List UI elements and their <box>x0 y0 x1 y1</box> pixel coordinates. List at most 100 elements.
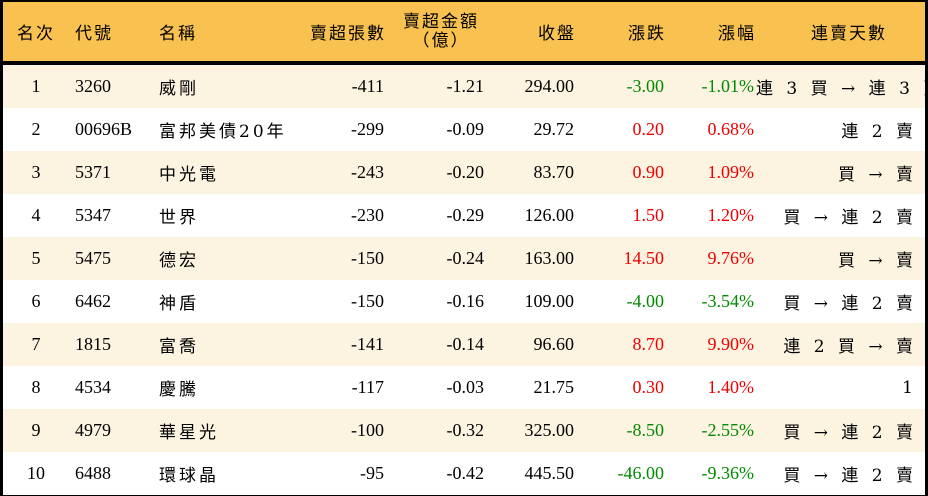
table-row[interactable]: 5 5475 德宏 -150 -0.24 163.00 14.50 9.76% … <box>3 237 925 280</box>
header-close[interactable]: 收盤 <box>538 24 576 44</box>
table-body: 1 3260 威剛 -411 -1.21 294.00 -3.00 -1.01%… <box>3 65 928 495</box>
rank-cell: 5 <box>31 248 41 268</box>
rank-cell: 6 <box>31 291 41 311</box>
change-pct-cell: -2.55% <box>701 420 755 440</box>
rank-cell: 10 <box>27 463 45 483</box>
change-pct-cell: 9.90% <box>707 334 755 354</box>
net-sell-lots-cell: -100 <box>351 420 384 440</box>
close-price-cell: 325.00 <box>524 420 575 440</box>
close-price-cell: 126.00 <box>524 205 575 225</box>
header-streak[interactable]: 連賣天數 <box>811 24 887 44</box>
stock-name-cell[interactable]: 富喬 <box>159 337 199 357</box>
close-price-cell: 21.75 <box>533 377 575 397</box>
change-pct-cell: 1.09% <box>707 162 755 182</box>
table-row[interactable]: 3 5371 中光電 -243 -0.20 83.70 0.90 1.09% 買… <box>3 151 925 194</box>
stock-name-cell[interactable]: 富邦美債20年 <box>159 122 287 142</box>
table-row[interactable]: 2 00696B 富邦美債20年 -299 -0.09 29.72 0.20 0… <box>3 108 925 151</box>
header-change[interactable]: 漲跌 <box>628 24 666 44</box>
net-sell-lots-cell: -299 <box>351 119 384 139</box>
stock-code-cell[interactable]: 4979 <box>75 420 111 440</box>
stock-code-cell[interactable]: 3260 <box>75 76 111 96</box>
change-cell: 0.30 <box>632 377 665 397</box>
net-sell-amount-cell: -0.24 <box>446 248 485 268</box>
change-pct-cell: 1.40% <box>707 377 755 397</box>
table-row[interactable]: 1 3260 威剛 -411 -1.21 294.00 -3.00 -1.01%… <box>3 65 928 108</box>
close-price-cell: 445.50 <box>524 463 575 483</box>
net-sell-lots-cell: -230 <box>351 205 384 225</box>
stock-name-cell[interactable]: 威剛 <box>159 79 199 99</box>
stock-name-cell[interactable]: 華星光 <box>159 423 219 443</box>
stock-name-cell[interactable]: 慶騰 <box>159 380 199 400</box>
stock-name-cell[interactable]: 神盾 <box>159 294 199 314</box>
rank-cell: 4 <box>31 205 41 225</box>
stock-code-cell[interactable]: 1815 <box>75 334 111 354</box>
close-price-cell: 163.00 <box>524 248 575 268</box>
table-row[interactable]: 7 1815 富喬 -141 -0.14 96.60 8.70 9.90% 連 … <box>3 323 925 366</box>
net-sell-amount-cell: -1.21 <box>446 76 485 96</box>
rank-cell: 9 <box>31 420 41 440</box>
close-price-cell: 96.60 <box>533 334 575 354</box>
stock-code-cell[interactable]: 4534 <box>75 377 111 397</box>
change-cell: -3.00 <box>626 76 665 96</box>
sell-streak-cell: 連 3 買 → 連 3 賣 <box>756 79 928 99</box>
stock-name-cell[interactable]: 德宏 <box>159 251 199 271</box>
header-rank[interactable]: 名次 <box>17 24 55 44</box>
change-pct-cell: 0.68% <box>707 119 755 139</box>
header-net-sell-amount[interactable]: 賣超金額 （億） <box>386 12 486 51</box>
net-sell-lots-cell: -141 <box>351 334 384 354</box>
sell-streak-cell: 買 → 賣 <box>837 251 917 271</box>
net-sell-amount-cell: -0.16 <box>446 291 485 311</box>
stock-code-cell[interactable]: 5371 <box>75 162 111 182</box>
stock-code-cell[interactable]: 6488 <box>75 463 111 483</box>
net-sell-amount-cell: -0.42 <box>446 463 485 483</box>
change-pct-cell: 1.20% <box>707 205 755 225</box>
header-net-sell-lots[interactable]: 賣超張數 <box>310 24 386 44</box>
change-cell: -8.50 <box>626 420 665 440</box>
change-pct-cell: -3.54% <box>701 291 755 311</box>
stock-code-cell[interactable]: 6462 <box>75 291 111 311</box>
net-sell-amount-cell: -0.20 <box>446 162 485 182</box>
net-sell-amount-cell: -0.03 <box>446 377 485 397</box>
stock-code-cell[interactable]: 5475 <box>75 248 111 268</box>
rank-cell: 8 <box>31 377 41 397</box>
table-row[interactable]: 6 6462 神盾 -150 -0.16 109.00 -4.00 -3.54%… <box>3 280 925 323</box>
rank-cell: 1 <box>31 76 41 96</box>
close-price-cell: 109.00 <box>524 291 575 311</box>
change-cell: 0.90 <box>632 162 665 182</box>
close-price-cell: 83.70 <box>533 162 575 182</box>
table-row[interactable]: 9 4979 華星光 -100 -0.32 325.00 -8.50 -2.55… <box>3 409 925 452</box>
sell-streak-cell: 買 → 連 2 賣 <box>783 294 917 314</box>
stock-name-cell[interactable]: 中光電 <box>159 165 219 185</box>
stock-name-cell[interactable]: 世界 <box>159 208 199 228</box>
sell-streak-cell: 買 → 連 2 賣 <box>783 423 917 443</box>
header-code[interactable]: 代號 <box>75 24 113 44</box>
stock-name-cell[interactable]: 環球晶 <box>159 466 219 486</box>
rank-cell: 7 <box>31 334 41 354</box>
net-sell-lots-cell: -150 <box>351 248 384 268</box>
header-change-pct[interactable]: 漲幅 <box>718 24 756 44</box>
sell-streak-cell: 買 → 連 2 賣 <box>783 466 917 486</box>
stock-code-cell[interactable]: 00696B <box>75 119 133 139</box>
table-row[interactable]: 8 4534 慶騰 -117 -0.03 21.75 0.30 1.40% 1 <box>3 366 925 409</box>
table-row[interactable]: 10 6488 環球晶 -95 -0.42 445.50 -46.00 -9.3… <box>3 452 925 495</box>
sell-streak-cell: 買 → 賣 <box>837 165 917 185</box>
net-sell-lots-cell: -150 <box>351 291 384 311</box>
close-price-cell: 29.72 <box>533 119 575 139</box>
net-sell-lots-cell: -117 <box>351 377 384 397</box>
stock-code-cell[interactable]: 5347 <box>75 205 111 225</box>
change-cell: 8.70 <box>632 334 665 354</box>
close-price-cell: 294.00 <box>524 76 575 96</box>
net-sell-lots-cell: -411 <box>351 76 384 96</box>
change-pct-cell: -1.01% <box>701 76 755 96</box>
table-row[interactable]: 4 5347 世界 -230 -0.29 126.00 1.50 1.20% 買… <box>3 194 925 237</box>
change-cell: -4.00 <box>626 291 665 311</box>
header-name[interactable]: 名稱 <box>159 24 197 44</box>
net-sell-lots-cell: -243 <box>351 162 384 182</box>
change-pct-cell: 9.76% <box>707 248 755 268</box>
change-cell: -46.00 <box>617 463 665 483</box>
net-sell-lots-cell: -95 <box>360 463 384 483</box>
change-pct-cell: -9.36% <box>701 463 755 483</box>
net-sell-amount-cell: -0.32 <box>446 420 485 440</box>
table-header: 名次 代號 名稱 賣超張數 賣超金額 （億） 收盤 漲跌 漲幅 連賣天數 <box>3 2 925 65</box>
